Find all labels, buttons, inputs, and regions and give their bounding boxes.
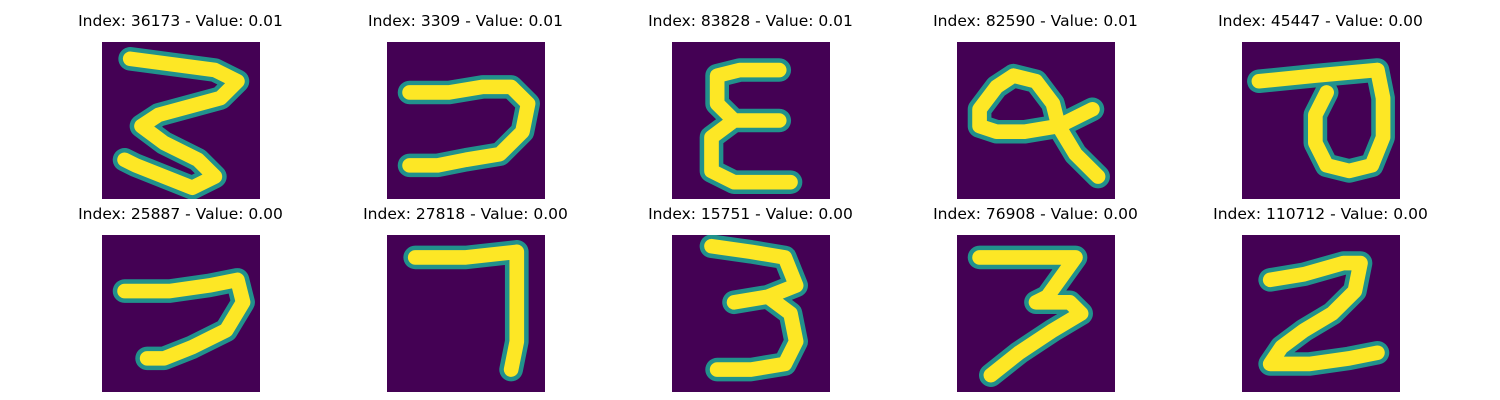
digit-image: [672, 235, 830, 392]
image-cell: Index: 15751 - Value: 0.00: [608, 200, 893, 392]
digit-stroke: [407, 244, 525, 377]
digit-image: [957, 235, 1115, 392]
image-title: Index: 76908 - Value: 0.00: [933, 205, 1138, 223]
digit-image: [672, 42, 830, 199]
digit-stroke: [402, 79, 536, 173]
digit-stroke: [704, 238, 804, 377]
digit-stroke: [1262, 255, 1385, 372]
digit-image: [1242, 235, 1400, 392]
digit-image: [387, 235, 545, 392]
image-cell: Index: 36173 - Value: 0.01: [38, 7, 323, 199]
digit-stroke: [117, 51, 245, 196]
digit-stroke: [972, 250, 1089, 383]
image-cell: Index: 25887 - Value: 0.00: [38, 200, 323, 392]
image-cell: Index: 76908 - Value: 0.00: [893, 200, 1178, 392]
digit-image: [387, 42, 545, 199]
digit-image: [957, 42, 1115, 199]
digit-stroke: [704, 62, 798, 190]
image-title: Index: 25887 - Value: 0.00: [78, 205, 283, 223]
image-title: Index: 15751 - Value: 0.00: [648, 205, 853, 223]
digit-stroke: [1251, 62, 1391, 179]
image-cell: Index: 110712 - Value: 0.00: [1178, 200, 1463, 392]
image-title: Index: 3309 - Value: 0.01: [368, 12, 563, 30]
image-cell: Index: 45447 - Value: 0.00: [1178, 7, 1463, 199]
image-cell: Index: 27818 - Value: 0.00: [323, 200, 608, 392]
image-title: Index: 27818 - Value: 0.00: [363, 205, 568, 223]
image-cell: Index: 3309 - Value: 0.01: [323, 7, 608, 199]
digit-image: [1242, 42, 1400, 199]
image-title: Index: 110712 - Value: 0.00: [1213, 205, 1428, 223]
image-title: Index: 36173 - Value: 0.01: [78, 12, 283, 30]
image-title: Index: 83828 - Value: 0.01: [648, 12, 853, 30]
digit-image: [102, 235, 260, 392]
digit-stroke: [972, 68, 1106, 184]
image-cell: Index: 82590 - Value: 0.01: [893, 7, 1178, 199]
image-title: Index: 82590 - Value: 0.01: [933, 12, 1138, 30]
digit-stroke: [117, 272, 251, 366]
image-cell: Index: 83828 - Value: 0.01: [608, 7, 893, 199]
digit-image: [102, 42, 260, 199]
image-title: Index: 45447 - Value: 0.00: [1218, 12, 1423, 30]
